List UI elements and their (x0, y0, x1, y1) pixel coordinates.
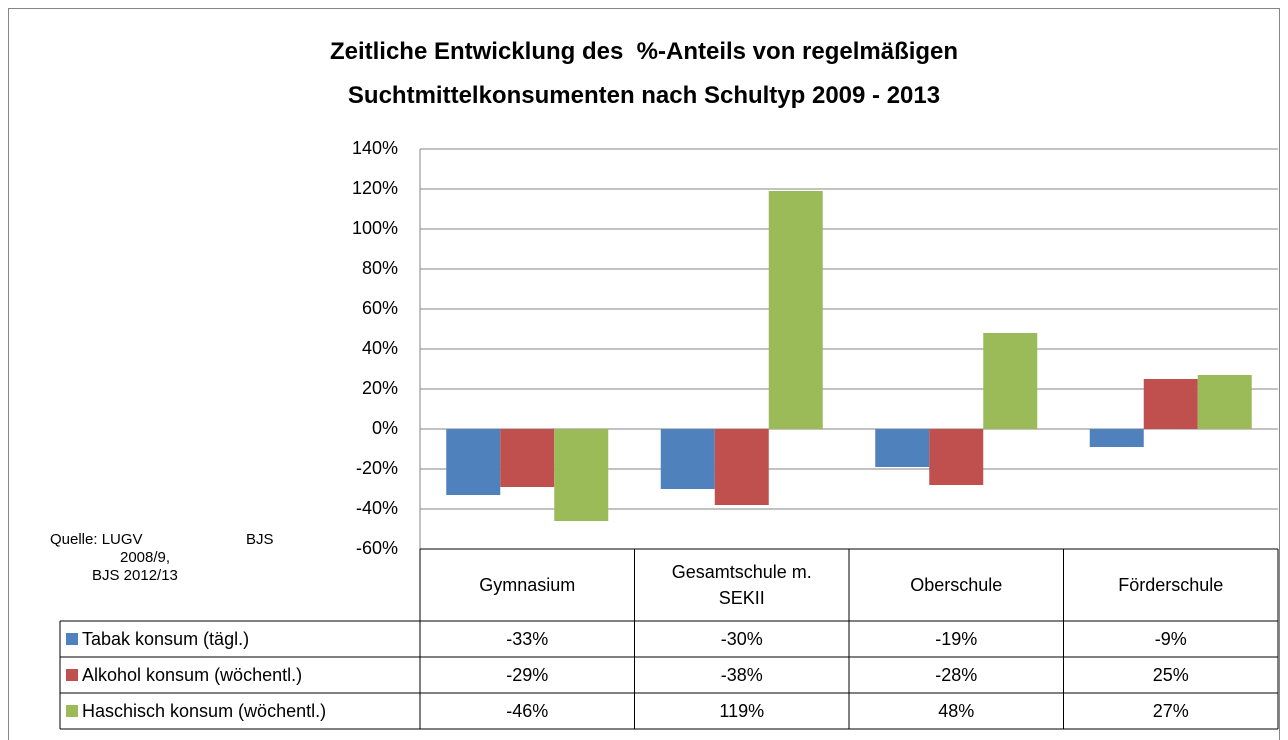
legend-entry: Alkohol konsum (wöchentl.) (60, 657, 420, 693)
bar (983, 333, 1038, 429)
source-note: 2008/9, (120, 549, 171, 566)
bar (875, 429, 930, 467)
data-label: 25% (1152, 665, 1189, 685)
data-label: -19% (935, 629, 978, 649)
source-note: BJS (246, 531, 274, 548)
bar (768, 191, 823, 429)
x-tick-label: Gymnasium (479, 575, 576, 595)
legend-entry: Tabak konsum (tägl.) (60, 621, 420, 657)
bar (500, 429, 555, 487)
legend-swatch (66, 669, 78, 681)
data-label: -28% (935, 665, 978, 685)
y-tick-label: 20% (362, 378, 398, 398)
chart-border (8, 8, 1280, 740)
data-label: 119% (719, 701, 765, 721)
bar (660, 429, 715, 489)
data-label: -46% (506, 701, 549, 721)
data-label: -33% (506, 629, 549, 649)
bar (1197, 375, 1252, 429)
bar (554, 429, 609, 521)
x-tick-label: Förderschule (1118, 575, 1224, 595)
legend-label: Haschisch konsum (wöchentl.) (82, 701, 327, 721)
legend-entry: Haschisch konsum (wöchentl.) (60, 693, 420, 729)
bar (714, 429, 769, 505)
source-note: Quelle: LUGV (50, 531, 143, 548)
bar (446, 429, 501, 495)
data-label: -38% (720, 665, 763, 685)
source-note: BJS 2012/13 (92, 567, 178, 584)
data-label: -30% (720, 629, 763, 649)
y-tick-label: 40% (362, 338, 398, 358)
y-tick-label: 140% (352, 138, 398, 158)
y-tick-label: 60% (362, 298, 398, 318)
y-tick-label: 80% (362, 258, 398, 278)
y-tick-label: 0% (372, 418, 398, 438)
data-label: -29% (506, 665, 549, 685)
chart-title: Zeitliche Entwicklung des %-Anteils von … (329, 38, 965, 109)
y-tick-label: 120% (352, 178, 398, 198)
y-tick-label: 100% (352, 218, 398, 238)
legend-swatch (66, 705, 78, 717)
x-tick-label: Gesamtschule m. SEKII (671, 562, 812, 608)
bar (1143, 379, 1198, 429)
legend-label: Tabak konsum (tägl.) (82, 629, 250, 649)
y-tick-label: -60% (356, 538, 398, 558)
legend-swatch (66, 633, 78, 645)
y-tick-label: -40% (356, 498, 398, 518)
data-label: 27% (1152, 701, 1189, 721)
bar (929, 429, 984, 485)
data-label: 48% (938, 701, 975, 721)
data-label: -9% (1154, 629, 1187, 649)
legend-label: Alkohol konsum (wöchentl.) (82, 665, 303, 685)
x-tick-label: Oberschule (910, 575, 1003, 595)
bar (1089, 429, 1144, 447)
y-tick-label: -20% (356, 458, 398, 478)
